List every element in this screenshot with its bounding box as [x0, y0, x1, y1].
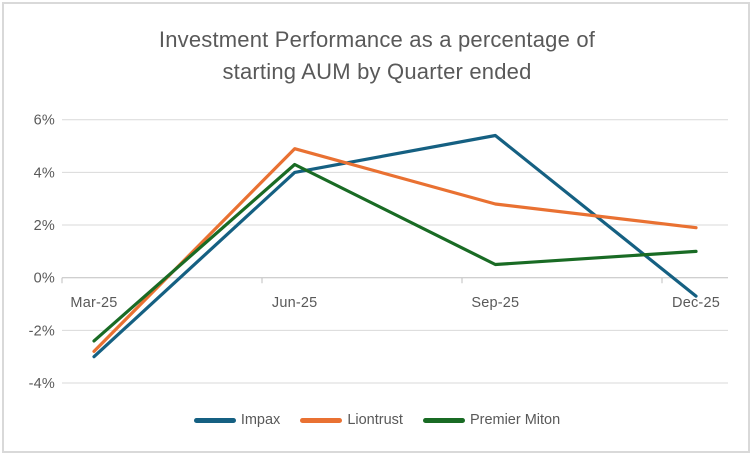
legend-label-premier-miton: Premier Miton [469, 412, 561, 428]
chart-title: Investment Performance as a percentage o… [0, 24, 754, 88]
legend-marker-impax [193, 417, 236, 423]
legend-item-liontrust[interactable]: Liontrust [300, 412, 403, 428]
y-axis-label: 6% [34, 113, 55, 129]
series-line-premier-miton[interactable] [92, 162, 698, 343]
y-axis-label: 4% [34, 165, 55, 181]
legend: Impax Liontrust Premier Miton [0, 412, 754, 428]
y-axis-label: -4% [29, 376, 55, 392]
x-axis-label: Mar-25 [70, 295, 117, 311]
legend-marker-premier-miton [422, 417, 465, 423]
chart-title-line1: Investment Performance as a percentage o… [158, 27, 596, 52]
x-axis-label: Jun-25 [272, 295, 318, 311]
series-line-impax[interactable] [92, 133, 698, 359]
legend-marker-liontrust [300, 417, 343, 423]
legend-label-impax: Impax [240, 412, 281, 428]
legend-item-premier-miton[interactable]: Premier Miton [422, 412, 561, 428]
y-axis-label: 2% [34, 218, 55, 234]
y-axis-label: 0% [34, 271, 55, 287]
legend-item-impax[interactable]: Impax [193, 412, 281, 428]
legend-label-liontrust: Liontrust [347, 412, 403, 428]
x-axis-label: Dec-25 [672, 295, 720, 311]
series-line-liontrust[interactable] [92, 147, 698, 353]
chart-title-line2: starting AUM by Quarter ended [222, 59, 532, 84]
x-axis-label: Sep-25 [471, 295, 519, 311]
y-axis-label: -2% [29, 323, 55, 339]
